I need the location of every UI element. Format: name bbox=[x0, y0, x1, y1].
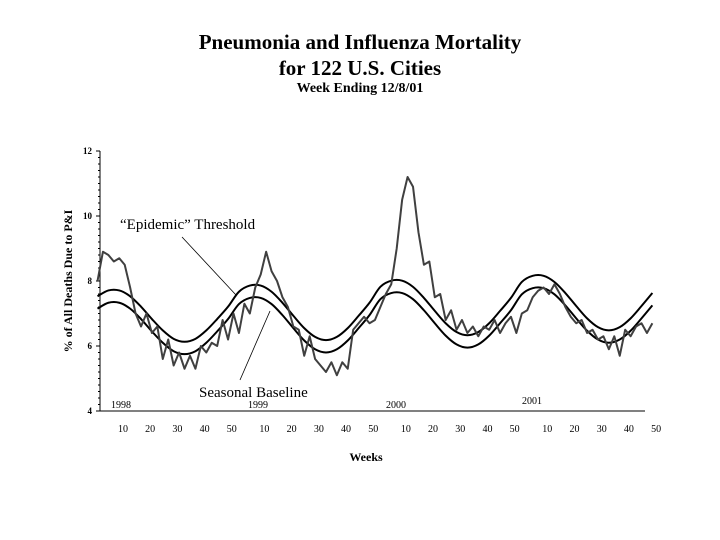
x-tick-label: 30 bbox=[455, 424, 465, 435]
chart-subtitle: for 122 U.S. Cities bbox=[278, 56, 442, 80]
x-tick-label: 20 bbox=[570, 424, 580, 435]
baseline-pointer bbox=[239, 310, 271, 381]
x-tick-label: 40 bbox=[482, 424, 492, 435]
year-label-2001: 2001 bbox=[522, 396, 542, 407]
x-tick-label: 10 bbox=[542, 424, 552, 435]
seasonal-baseline-line bbox=[97, 286, 654, 356]
x-tick-label: 10 bbox=[259, 424, 269, 435]
x-tick-label: 50 bbox=[651, 424, 661, 435]
x-axis-label: Weeks bbox=[349, 450, 383, 464]
x-tick-label: 20 bbox=[145, 424, 155, 435]
x-tick-label: 20 bbox=[428, 424, 438, 435]
x-tick-label: 50 bbox=[368, 424, 378, 435]
x-tick-label: 30 bbox=[314, 424, 324, 435]
y-tick-label: 8 bbox=[88, 276, 93, 286]
x-tick-label: 30 bbox=[172, 424, 182, 435]
baseline-annotation: Seasonal Baseline bbox=[199, 385, 308, 401]
y-tick-label: 10 bbox=[83, 211, 93, 221]
year-label-2000: 2000 bbox=[386, 400, 406, 411]
x-tick-label: 40 bbox=[200, 424, 210, 435]
year-label-1998: 1998 bbox=[111, 400, 131, 411]
threshold-annotation: “Epidemic” Threshold bbox=[120, 217, 256, 233]
chart-week-ending: Week Ending 12/8/01 bbox=[296, 81, 424, 96]
x-tick-label: 50 bbox=[227, 424, 237, 435]
x-tick-label: 10 bbox=[118, 424, 128, 435]
epidemic-threshold-line bbox=[97, 274, 654, 343]
year-label-1999: 1999 bbox=[248, 400, 268, 411]
observed-pi-line bbox=[96, 176, 654, 377]
x-tick-label: 40 bbox=[624, 424, 634, 435]
y-axis-label: % of All Deaths Due to P&I bbox=[61, 209, 75, 352]
y-tick-label: 12 bbox=[83, 146, 93, 156]
x-tick-label: 30 bbox=[597, 424, 607, 435]
y-tick-label: 6 bbox=[88, 341, 93, 351]
x-tick-label: 40 bbox=[341, 424, 351, 435]
y-tick-label: 4 bbox=[88, 406, 93, 416]
x-tick-label: 10 bbox=[401, 424, 411, 435]
x-tick-label: 20 bbox=[287, 424, 297, 435]
x-tick-label: 50 bbox=[510, 424, 520, 435]
threshold-pointer bbox=[181, 236, 237, 296]
chart-title: Pneumonia and Influenza Mortality bbox=[198, 30, 522, 54]
